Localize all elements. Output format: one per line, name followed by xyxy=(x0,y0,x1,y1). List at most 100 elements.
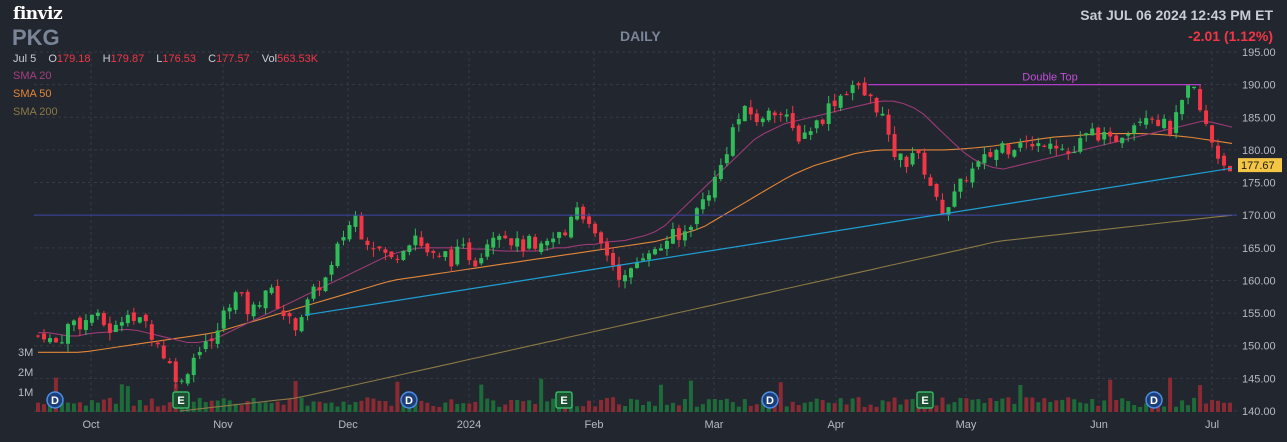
candle-body xyxy=(167,361,172,364)
sma20-legend[interactable]: SMA 20 xyxy=(13,70,52,82)
volume-bar xyxy=(796,405,801,412)
sma200-legend[interactable]: SMA 200 xyxy=(13,106,58,118)
volume-bar xyxy=(383,401,388,412)
volume-bar xyxy=(1018,384,1023,412)
volume-bar xyxy=(89,400,94,412)
candle-body xyxy=(826,103,831,124)
candle-body xyxy=(1132,125,1137,134)
high-label: H xyxy=(102,53,111,65)
dividend-marker[interactable]: D xyxy=(1145,391,1163,409)
volume-bar xyxy=(623,406,628,412)
candle-body xyxy=(634,262,639,269)
sma50-line xyxy=(38,133,1233,353)
candle-body xyxy=(389,251,394,258)
candle-body xyxy=(904,156,909,168)
candle-body xyxy=(36,335,40,337)
candle-body xyxy=(245,291,250,315)
volume-bar xyxy=(934,405,939,412)
candle-body xyxy=(1138,121,1143,123)
volume-bar xyxy=(1174,406,1179,412)
candle-body xyxy=(419,237,424,246)
y-tick-label: 155.00 xyxy=(1242,308,1276,320)
volume-bar xyxy=(838,398,843,412)
sma50-legend[interactable]: SMA 50 xyxy=(13,88,52,100)
volume-bar xyxy=(347,404,352,412)
volume-bar xyxy=(215,400,220,412)
candle-body xyxy=(1000,143,1005,153)
candle-body xyxy=(605,242,610,256)
candle-body xyxy=(215,330,220,344)
volume-bar xyxy=(521,401,526,412)
event-marker-label: D xyxy=(1150,395,1158,407)
x-tick-label: Mar xyxy=(705,419,724,431)
earnings-marker[interactable]: E xyxy=(172,391,190,409)
chart-grid xyxy=(34,51,1237,412)
candle-body xyxy=(1156,119,1161,126)
dividend-marker[interactable]: D xyxy=(46,391,64,409)
candle-body xyxy=(814,120,819,129)
volume-bar xyxy=(365,397,370,412)
earnings-marker[interactable]: E xyxy=(555,391,573,409)
dividend-marker[interactable]: D xyxy=(400,391,418,409)
volume-bar xyxy=(784,406,789,412)
volume-bar xyxy=(77,402,82,412)
candle-body xyxy=(287,313,292,317)
candle-body xyxy=(832,100,837,107)
volume-bar xyxy=(646,401,651,412)
candle-body xyxy=(778,113,783,115)
candle-body xyxy=(47,338,52,343)
candle-body xyxy=(161,345,166,359)
volume-bar xyxy=(275,401,280,412)
volume-bar xyxy=(856,397,861,412)
candle-body xyxy=(640,258,645,261)
earnings-marker[interactable]: E xyxy=(916,391,934,409)
candle-body xyxy=(1030,143,1035,147)
candle-body xyxy=(1054,145,1059,149)
candle-body xyxy=(455,246,460,265)
volume-bar xyxy=(964,398,969,412)
candle-body xyxy=(940,199,945,214)
volume-bar xyxy=(1084,403,1089,412)
y-tick-label: 140.00 xyxy=(1242,406,1276,418)
volume-bar xyxy=(676,405,681,412)
candle-body xyxy=(629,268,634,278)
candle-body xyxy=(1036,143,1041,147)
volume-bar xyxy=(730,402,735,412)
candle-body xyxy=(371,248,376,250)
candle-body xyxy=(1126,133,1131,136)
candle-body xyxy=(1012,150,1017,157)
candle-body xyxy=(1210,125,1215,143)
candle-body xyxy=(898,153,903,161)
x-tick-label: Jul xyxy=(1205,419,1219,431)
candle-body xyxy=(113,324,118,332)
volume-bar xyxy=(958,397,963,412)
candle-body xyxy=(700,199,705,210)
candle-body xyxy=(275,286,280,309)
volume-bar xyxy=(461,403,466,412)
y-tick-label: 145.00 xyxy=(1242,373,1276,385)
candle-body xyxy=(491,237,496,248)
volume-bar xyxy=(994,401,999,412)
volume-bar xyxy=(599,399,604,412)
y-tick-label: 185.00 xyxy=(1242,112,1276,124)
volume-bar xyxy=(694,406,699,412)
dividend-marker[interactable]: D xyxy=(761,391,779,409)
volume-bar xyxy=(269,403,274,412)
volume-bar xyxy=(754,404,759,412)
candle-body xyxy=(784,114,789,117)
volume-bar xyxy=(419,400,424,412)
x-tick-label: 2024 xyxy=(457,419,481,431)
candle-body xyxy=(335,243,340,267)
candle-body xyxy=(269,287,274,294)
volume-bar xyxy=(1066,397,1071,412)
finviz-logo[interactable]: finviz xyxy=(13,4,63,24)
sma20-line xyxy=(38,100,1233,344)
volume-bar xyxy=(503,404,508,412)
volume-bar xyxy=(227,400,232,412)
volume-bar xyxy=(718,399,723,412)
volume-bar xyxy=(305,405,310,412)
volume-bar xyxy=(125,386,130,412)
candle-body xyxy=(353,215,358,227)
volume-bar xyxy=(209,400,214,412)
